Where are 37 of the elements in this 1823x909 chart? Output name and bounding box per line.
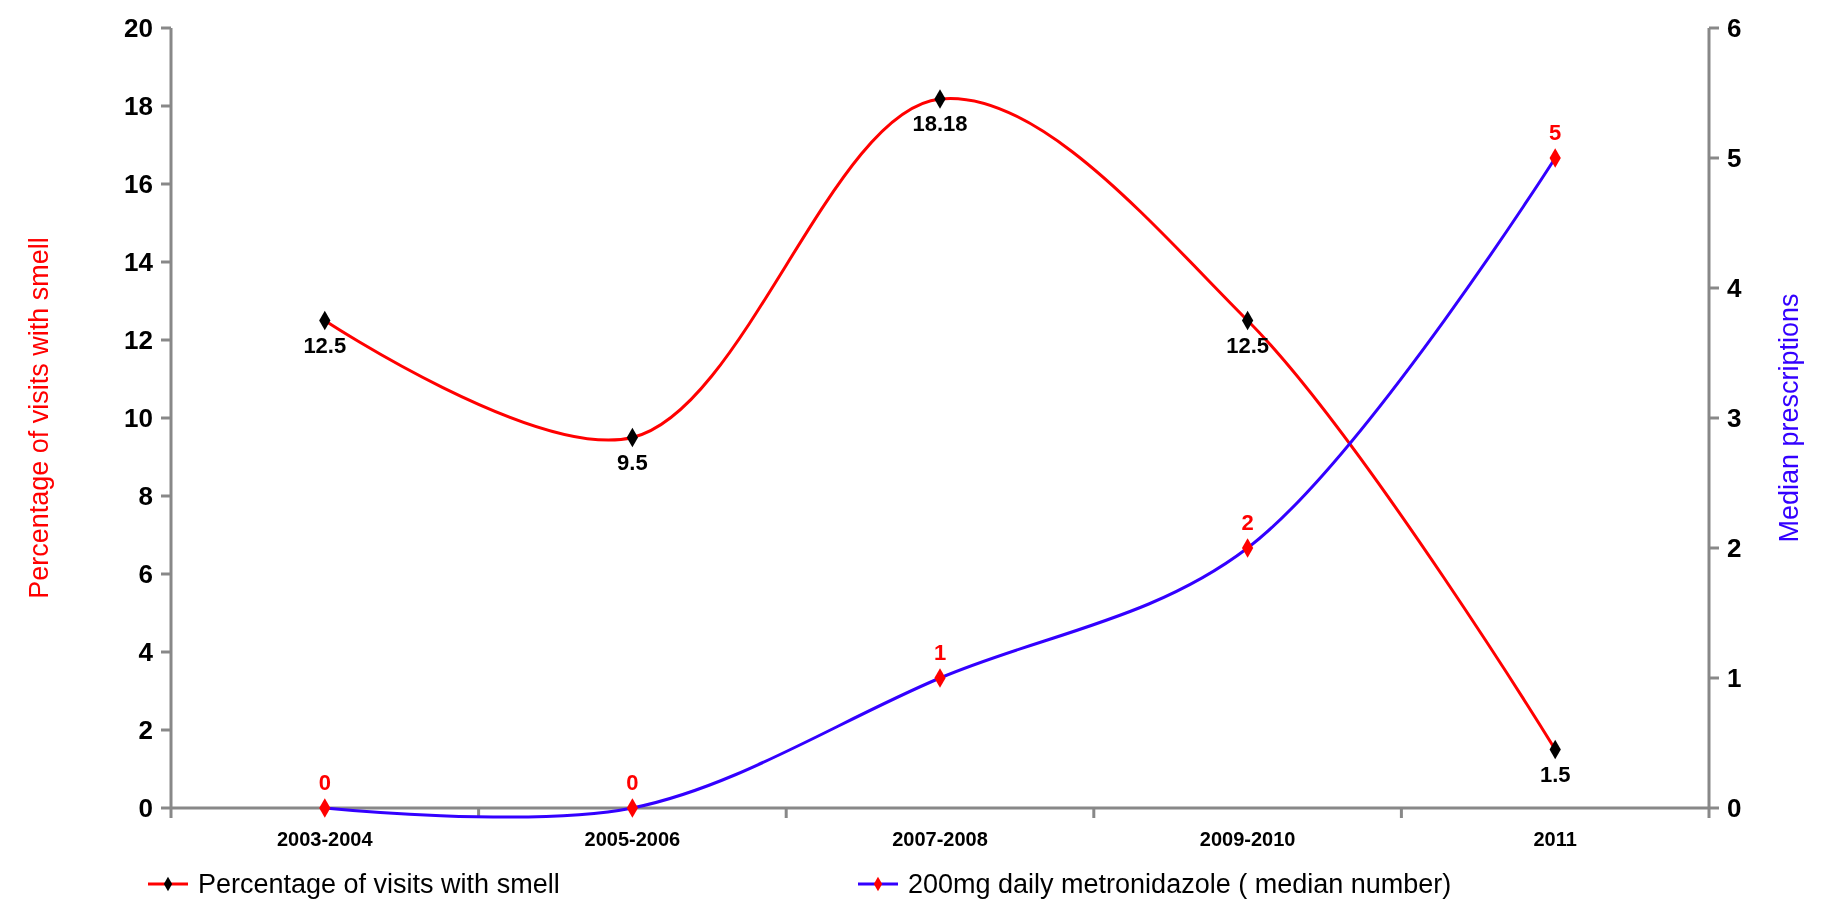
- y-tick-label: 20: [124, 13, 153, 44]
- data-label: 1.5: [1539, 761, 1571, 787]
- y-tick-label: 14: [124, 247, 154, 278]
- y2-tick-label: 1: [1727, 663, 1742, 694]
- y-tick-label: 16: [124, 169, 153, 200]
- y2-tick-label: 0: [1727, 793, 1742, 824]
- y-tick-label: 8: [138, 481, 153, 512]
- y2-axis-title: Median prescriptions: [1774, 293, 1804, 543]
- x-tick-label: 2011: [1533, 828, 1577, 850]
- legend-label: Percentage of visits with smell: [198, 869, 560, 900]
- x-tick-label: 2005-2006: [584, 828, 681, 850]
- x-tick-label: 2007-2008: [892, 828, 988, 850]
- data-label: 2: [1241, 510, 1254, 535]
- y2-tick-label: 2: [1727, 533, 1742, 564]
- y-axis-title: Percentage of visits with smell: [24, 237, 54, 599]
- data-label: 12.5: [1226, 332, 1270, 358]
- y-tick-label: 6: [138, 559, 153, 590]
- data-label: 1: [933, 640, 947, 665]
- y-tick-label: 0: [138, 793, 153, 824]
- x-tick-label: 2003-2004: [276, 828, 374, 850]
- y2-tick-label: 6: [1727, 13, 1742, 44]
- y-tick-label: 18: [124, 91, 153, 122]
- data-label: 18.18: [912, 110, 968, 136]
- legend-label: 200mg daily metronidazole ( median number): [908, 869, 1452, 900]
- data-label: 12.5: [303, 332, 347, 358]
- y-tick-label: 2: [138, 715, 153, 746]
- y2-tick-label: 4: [1727, 273, 1742, 304]
- y2-tick-label: 5: [1727, 143, 1742, 174]
- y-tick-label: 10: [124, 403, 153, 434]
- y-tick-label: 4: [138, 637, 154, 668]
- data-label: 0: [626, 770, 639, 795]
- y-tick-label: 12: [124, 325, 153, 356]
- data-label: 9.5: [617, 449, 648, 475]
- x-tick-label: 2009-2010: [1199, 828, 1296, 850]
- data-label: 0: [318, 770, 331, 795]
- y2-tick-label: 3: [1727, 403, 1742, 434]
- data-label: 5: [1549, 120, 1562, 145]
